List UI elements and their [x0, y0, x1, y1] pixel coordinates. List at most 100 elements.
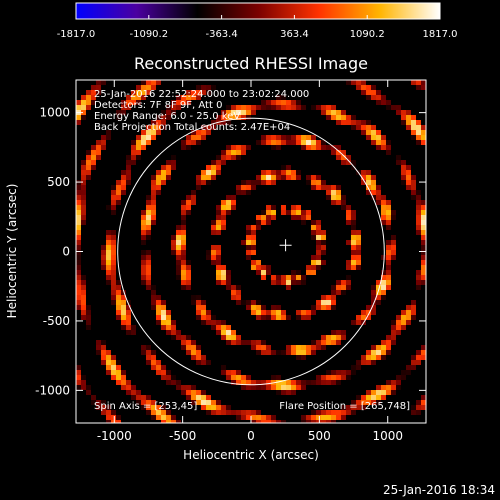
heatmap-cell: [321, 415, 326, 420]
heatmap-cell: [141, 135, 146, 140]
heatmap-cell: [376, 140, 381, 145]
heatmap-cell: [381, 285, 386, 290]
heatmap-cell: [311, 345, 316, 350]
heatmap-cell: [416, 80, 421, 85]
heatmap-cell: [151, 205, 156, 210]
heatmap-cell: [346, 120, 351, 125]
heatmap-cell: [236, 290, 241, 295]
heatmap-cell: [96, 140, 101, 145]
heatmap-cell: [271, 205, 276, 210]
heatmap-cell: [381, 385, 386, 390]
heatmap-cell: [331, 105, 336, 110]
y-axis-label: Heliocentric Y (arcsec): [5, 184, 19, 319]
heatmap-cell: [96, 400, 101, 405]
heatmap-cell: [316, 240, 321, 245]
heatmap-cell: [281, 105, 286, 110]
heatmap-cell: [406, 120, 411, 125]
heatmap-cell: [186, 100, 191, 105]
heatmap-cell: [236, 285, 241, 290]
heatmap-cell: [151, 195, 156, 200]
heatmap-cell: [406, 175, 411, 180]
heatmap-cell: [171, 235, 176, 240]
heatmap-cell: [156, 130, 161, 135]
heatmap-cell: [416, 280, 421, 285]
heatmap-cell: [411, 300, 416, 305]
heatmap-cell: [246, 415, 251, 420]
heatmap-cell: [276, 315, 281, 320]
heatmap-cell: [336, 335, 341, 340]
heatmap-cell: [181, 260, 186, 265]
heatmap-cell: [336, 195, 341, 200]
heatmap-cell: [401, 325, 406, 330]
heatmap-cell: [281, 390, 286, 395]
heatmap-cell: [166, 110, 171, 115]
heatmap-cell: [276, 140, 281, 145]
heatmap-cell: [166, 115, 171, 120]
heatmap-cell: [211, 125, 216, 130]
heatmap-cell: [151, 290, 156, 295]
y-tick-label: 1000: [39, 106, 70, 120]
heatmap-cell: [211, 230, 216, 235]
heatmap-cell: [251, 180, 256, 185]
heatmap-cell: [326, 420, 331, 423]
heatmap-cell: [331, 290, 336, 295]
heatmap-cell: [236, 105, 241, 110]
heatmap-cell: [156, 370, 161, 375]
heatmap-cell: [386, 200, 391, 205]
heatmap-cell: [156, 410, 161, 415]
heatmap-cell: [421, 205, 426, 210]
heatmap-cell: [296, 105, 301, 110]
heatmap-cell: [111, 210, 116, 215]
heatmap-cell: [356, 365, 361, 370]
heatmap-cell: [201, 170, 206, 175]
heatmap-cell: [251, 415, 256, 420]
heatmap-cell: [86, 390, 91, 395]
heatmap-cell: [271, 310, 276, 315]
heatmap-cell: [96, 350, 101, 355]
heatmap-cell: [321, 245, 326, 250]
heatmap-cell: [146, 210, 151, 215]
heatmap-cell: [111, 415, 116, 420]
heatmap-cell: [181, 100, 186, 105]
heatmap-cell: [76, 225, 81, 230]
heatmap-cell: [221, 200, 226, 205]
heatmap-cell: [181, 230, 186, 235]
heatmap-cell: [176, 270, 181, 275]
heatmap-cell: [191, 195, 196, 200]
heatmap-cell: [281, 95, 286, 100]
heatmap-cell: [246, 185, 251, 190]
annotation-time-range: 25-Jan-2016 22:52:24.000 to 23:02:24.000: [94, 89, 309, 100]
spin-axis-label: Spin Axis = [253,45]: [94, 401, 197, 412]
heatmap-cell: [76, 250, 81, 255]
heatmap-cell: [381, 270, 386, 275]
heatmap-cell: [396, 105, 401, 110]
heatmap-cell: [291, 100, 296, 105]
heatmap-cell: [326, 335, 331, 340]
heatmap-cell: [201, 305, 206, 310]
heatmap-cell: [191, 140, 196, 145]
heatmap-cell: [111, 240, 116, 245]
heatmap-cell: [271, 305, 276, 310]
heatmap-cell: [411, 175, 416, 180]
heatmap-cell: [86, 170, 91, 175]
heatmap-cell: [381, 200, 386, 205]
heatmap-cell: [81, 105, 86, 110]
heatmap-cell: [296, 315, 301, 320]
heatmap-cell: [276, 100, 281, 105]
heatmap-cell: [121, 105, 126, 110]
heatmap-cell: [331, 335, 336, 340]
heatmap-cell: [206, 125, 211, 130]
heatmap-cell: [176, 265, 181, 270]
heatmap-cell: [171, 105, 176, 110]
heatmap-cell: [321, 380, 326, 385]
heatmap-cell: [286, 140, 291, 145]
heatmap-cell: [271, 215, 276, 220]
heatmap-cell: [346, 275, 351, 280]
heatmap-cell: [91, 145, 96, 150]
heatmap-cell: [206, 165, 211, 170]
heatmap-cell: [96, 155, 101, 160]
heatmap-cell: [96, 345, 101, 350]
heatmap-cell: [376, 385, 381, 390]
heatmap-cell: [356, 80, 361, 85]
heatmap-cell: [101, 255, 106, 260]
